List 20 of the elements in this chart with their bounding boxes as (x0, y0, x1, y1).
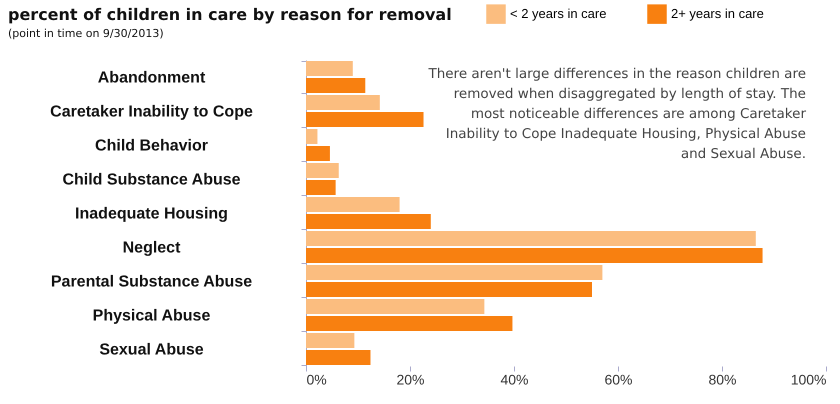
x-tick-label: 60% (604, 372, 633, 388)
y-tick-label: Abandonment (98, 70, 206, 86)
legend-label: < 2 years in care (510, 6, 606, 22)
y-tick-label: Physical Abuse (92, 308, 210, 324)
y-tick-label: Inadequate Housing (75, 206, 228, 222)
legend-label: 2+ years in care (671, 6, 764, 22)
y-tick-label: Parental Substance Abuse (50, 274, 252, 290)
y-tick-label: Caretaker Inability to Cope (50, 104, 253, 120)
y-tick-label: Sexual Abuse (99, 342, 204, 358)
y-tick-label: Child Substance Abuse (62, 172, 241, 188)
chart-title: percent of children in care by reason for removal (8, 5, 452, 24)
text: (point in time on 9/30/2013) (8, 27, 165, 40)
y-tick-label: Child Behavior (95, 138, 208, 154)
x-tick-label: 0% (306, 372, 327, 388)
x-tick-label: 80% (708, 372, 737, 388)
y-tick-label: Neglect (122, 240, 182, 256)
annotation: There aren't large differences in the reason children are removed when disaggregated by length of stay. The most noticeable differences are among Caretaker Inability to Cope Inadequate Housing, Physical Abuse and Sexual Abuse. (427, 65, 806, 164)
x-tick-label: 100% (790, 372, 826, 388)
x-tick-label: 20% (396, 372, 425, 388)
x-tick-label: 40% (500, 372, 529, 388)
